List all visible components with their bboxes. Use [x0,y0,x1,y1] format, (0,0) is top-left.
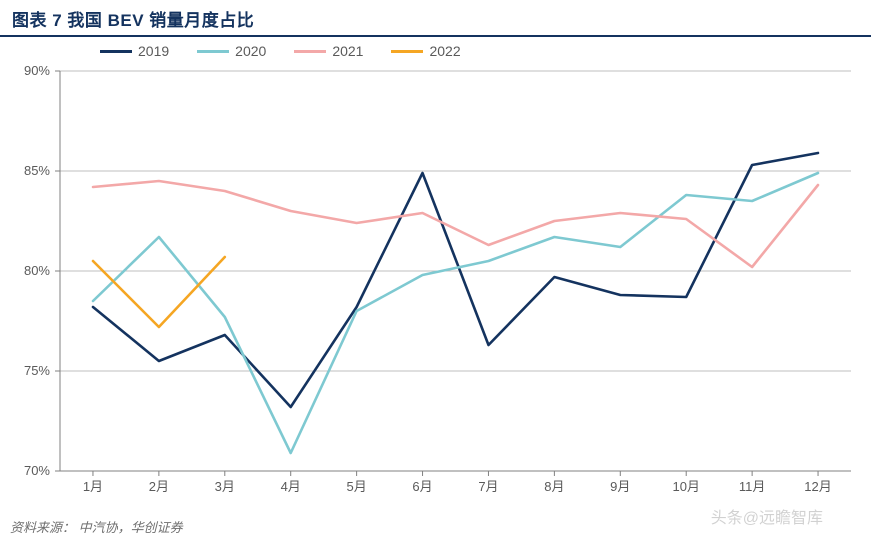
legend-label: 2020 [235,43,266,59]
series-2021 [93,181,818,267]
x-tick: 8月 [544,479,564,494]
legend-swatch [197,50,229,53]
y-tick: 90% [24,63,50,78]
x-tick: 6月 [412,479,432,494]
legend-swatch [100,50,132,53]
legend-swatch [294,50,326,53]
legend-label: 2021 [332,43,363,59]
x-tick: 11月 [739,479,766,494]
legend-item-2021: 2021 [294,43,363,59]
x-tick: 2月 [149,479,169,494]
x-tick: 10月 [672,479,699,494]
legend-item-2022: 2022 [391,43,460,59]
x-tick: 4月 [281,479,301,494]
line-chart-svg: 70% 75% 80% 85% 90% 1月 2月 3月 4月 5月 6月 7月 8月 9月 10月 11月 1… [0,37,871,507]
legend-label: 2019 [138,43,169,59]
x-tick: 1月 [83,479,103,494]
y-tick: 70% [24,463,50,478]
legend: 2019 2020 2021 2022 [100,43,461,59]
watermark: 头条@远瞻智库 [711,504,823,528]
series-2020 [93,173,818,453]
x-tick: 9月 [610,479,630,494]
legend-swatch [391,50,423,53]
y-tick: 85% [24,163,50,178]
x-tick: 5月 [347,479,367,494]
x-tick: 12月 [804,479,831,494]
legend-item-2020: 2020 [197,43,266,59]
x-tick: 3月 [215,479,235,494]
y-tick: 80% [24,263,50,278]
source-footer: 资料来源： 中汽协，华创证券 [10,517,183,536]
legend-label: 2022 [429,43,460,59]
chart-title: 图表 7 我国 BEV 销量月度占比 [12,11,254,30]
chart-area: 2019 2020 2021 2022 70% 75% 80% 85% 90% 1月 2月 3月 4月… [0,37,871,507]
legend-item-2019: 2019 [100,43,169,59]
y-tick: 75% [24,363,50,378]
chart-title-bar: 图表 7 我国 BEV 销量月度占比 [0,0,871,37]
x-tick: 7月 [478,479,498,494]
